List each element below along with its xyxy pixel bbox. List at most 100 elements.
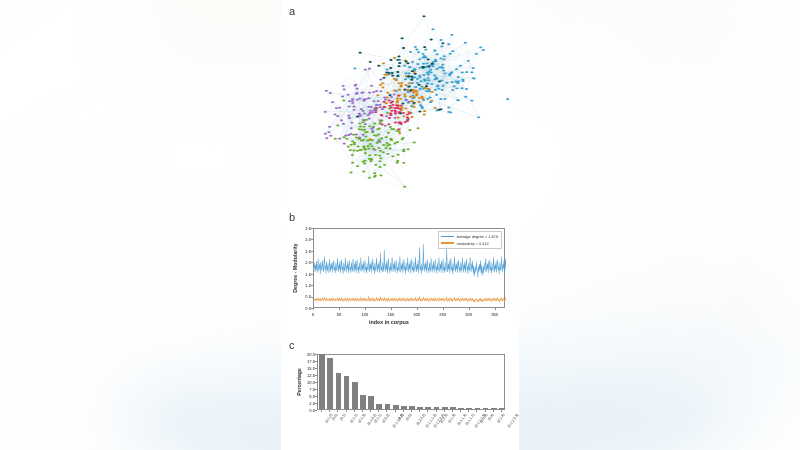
panel-b-y-tick-label: 0.5 xyxy=(305,294,311,300)
panel-b-legend: average degree = 1.875 modularity = 0.41… xyxy=(437,231,502,249)
panel-a-network-graph: a xyxy=(281,0,519,212)
panel-c-x-tickmark xyxy=(353,410,355,412)
panel-c-x-tickmark xyxy=(476,410,477,412)
panel-c-y-tick-label: 12.5 xyxy=(307,372,315,378)
panel-b-x-tick-label: 300 xyxy=(465,312,473,317)
figure-plate: a b Degree - Modularity 3.5 3.0 2.5 2.0 1.5 1… xyxy=(281,0,519,450)
bar xyxy=(433,407,440,409)
panel-c-bars xyxy=(318,353,506,409)
panel-c-y-tickmark xyxy=(315,375,317,376)
panel-b-y-tickmark xyxy=(311,308,313,309)
panel-b-line-chart: b Degree - Modularity 3.5 3.0 2.5 2.0 1.5 1.0… xyxy=(281,212,519,340)
panel-c-x-tickmark xyxy=(345,410,347,412)
bar xyxy=(335,373,342,409)
panel-b-y-tickmark xyxy=(311,250,313,252)
panel-b-y-tickmark xyxy=(311,273,313,275)
panel-c-x-tickmark xyxy=(419,410,420,412)
panel-b-y-tick-label: 0.0 xyxy=(305,305,311,311)
bar xyxy=(392,405,399,409)
panel-a-letter: a xyxy=(289,6,296,18)
panel-b-x-tickmark xyxy=(416,308,418,310)
panel-c-y-tick-label: 0.0 xyxy=(309,407,315,413)
panel-c-x-tickmark xyxy=(378,410,379,412)
legend-swatch-modularity xyxy=(440,242,454,244)
panel-c-x-tickmark xyxy=(451,410,453,412)
bar xyxy=(425,406,432,409)
panel-b-y-tick-label: 1.0 xyxy=(305,282,311,288)
panel-b-x-tickmark xyxy=(364,308,366,310)
panel-c-x-tick-label: (0,1,2,2,3) xyxy=(506,413,520,429)
panel-c-y-tickmark xyxy=(315,368,317,369)
panel-c-letter: c xyxy=(289,340,295,352)
panel-b-x-tick-label: 0 xyxy=(311,312,315,317)
panel-c-y-tick-label: 7.5 xyxy=(309,386,315,392)
bar xyxy=(384,404,391,409)
panel-c-bar-chart: c Percentage 20.0 17.5 15.0 12.5 10.0 7.5 5.0 2… xyxy=(281,340,519,450)
panel-b-y-tick-label: 3.5 xyxy=(305,225,311,231)
panel-b-x-tickmark xyxy=(390,308,392,310)
legend-label-average-degree: average degree = 1.875 xyxy=(456,234,498,239)
panel-c-x-tickmark xyxy=(370,410,371,412)
panel-c-x-tickmark xyxy=(443,410,445,412)
panel-b-x-tick-label: 150 xyxy=(387,312,395,317)
panel-b-y-tickmark xyxy=(311,262,313,263)
panel-c-x-tickmark xyxy=(361,410,363,412)
panel-b-y-tickmark xyxy=(311,228,313,229)
bar xyxy=(400,405,407,409)
panel-c-x-tickmark xyxy=(386,410,388,412)
bar xyxy=(490,408,497,409)
bar xyxy=(351,381,358,409)
panel-c-y-tick-label: 10.0 xyxy=(307,379,315,385)
panel-c-y-tickmark xyxy=(315,382,317,383)
panel-c-y-tickmark xyxy=(315,361,317,362)
panel-b-x-tickmark xyxy=(494,308,496,310)
panel-b-x-tickmark xyxy=(468,308,470,310)
panel-c-x-tickmark xyxy=(435,410,437,412)
panel-b-x-tickmark xyxy=(442,308,444,310)
panel-c-x-tickmark xyxy=(427,410,428,412)
panel-b-plot-area: average degree = 1.875 modularity = 0.41… xyxy=(313,228,506,308)
panel-c-x-tick-label: (0,1,4) xyxy=(496,413,506,424)
panel-b-series-svg xyxy=(314,244,506,303)
panel-c-plot-area xyxy=(317,354,505,410)
panel-c-y-tickmark xyxy=(315,389,317,390)
panel-b-y-tickmark xyxy=(311,296,313,298)
panel-c-x-tickmark xyxy=(500,410,502,412)
bar xyxy=(482,408,489,409)
bar xyxy=(343,376,350,409)
panel-c-x-tickmark xyxy=(484,410,486,412)
panel-b-x-tick-label: 250 xyxy=(439,312,447,317)
panel-c-x-tick-label: (0,2) xyxy=(396,413,405,422)
panel-b-y-tick-label: 2.0 xyxy=(305,260,311,266)
bar xyxy=(409,406,415,409)
panel-c-y-tickmark xyxy=(315,354,317,355)
legend-label-modularity: modularity = 0.412 xyxy=(456,240,489,246)
panel-b-letter: b xyxy=(289,212,296,224)
panel-b-y-tick-label: 1.5 xyxy=(305,271,311,277)
panel-c-y-tickmark xyxy=(315,410,317,411)
panel-c-x-tickmark xyxy=(329,410,330,412)
panel-b-x-tickmark xyxy=(338,308,340,310)
legend-swatch-average-degree xyxy=(440,235,454,238)
panel-b-x-tick-label: 200 xyxy=(413,312,421,317)
bar xyxy=(450,407,456,409)
bar xyxy=(466,407,473,409)
panel-b-x-axis-title: index in corpus xyxy=(369,320,409,326)
panel-c-y-tick-label: 5.0 xyxy=(309,393,315,399)
panel-c-x-tickmark xyxy=(321,410,322,412)
panel-c-x-tickmark xyxy=(460,410,461,412)
bar xyxy=(319,354,325,409)
panel-c-x-tick-label: (0,0) xyxy=(404,413,413,422)
panel-b-y-tick-label: 2.5 xyxy=(305,248,311,254)
panel-c-y-tickmark xyxy=(315,396,317,397)
panel-b-y-tickmark xyxy=(311,239,313,241)
bar xyxy=(417,406,424,409)
legend-item: modularity = 0.412 xyxy=(440,240,498,246)
panel-c-y-tick-label: 2.5 xyxy=(309,400,315,406)
panel-c-x-tickmark xyxy=(337,410,339,412)
network-graph-svg xyxy=(323,15,510,188)
legend-item: average degree = 1.875 xyxy=(440,234,498,239)
panel-b-x-tickmark xyxy=(313,308,314,310)
panel-c-y-tick-label: 17.5 xyxy=(307,358,315,364)
